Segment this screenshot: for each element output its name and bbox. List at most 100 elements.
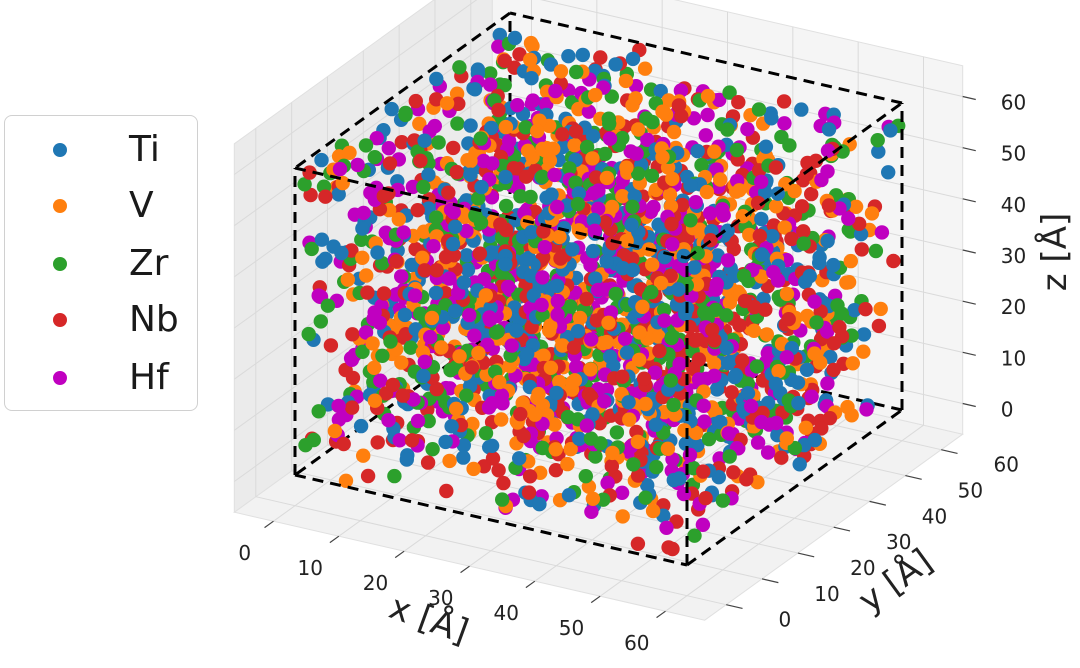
atom-point-v [645, 257, 660, 272]
atom-point-v [536, 348, 551, 363]
atom-point-ti [512, 451, 527, 466]
atom-point-hf [647, 365, 663, 380]
atom-point-zr [498, 198, 514, 214]
atom-point-nb [449, 164, 464, 180]
atom-point-hf [548, 83, 563, 99]
atom-point-ti [438, 434, 453, 450]
atom-point-ti [571, 186, 586, 201]
atom-point-ti [608, 57, 623, 72]
atom-point-ti [585, 243, 601, 259]
atom-point-hf [482, 310, 497, 325]
y-tick-label: 50 [958, 479, 983, 503]
legend-item-nb: Nb [5, 300, 195, 340]
atom-point-v [750, 475, 765, 490]
atom-point-nb [605, 236, 620, 251]
atom-point-hf [550, 199, 565, 215]
atom-point-ti [625, 51, 641, 67]
atom-point-hf [721, 426, 736, 441]
legend-label-nb: Nb [129, 299, 179, 340]
atom-point-nb [747, 299, 762, 315]
x-tick-mark [460, 565, 470, 574]
atom-point-hf [702, 206, 718, 221]
atom-point-nb [410, 203, 425, 218]
atom-point-nb [732, 318, 747, 333]
atom-point-hf [591, 282, 606, 298]
atom-point-hf [381, 413, 396, 428]
atom-point-hf [682, 447, 698, 463]
atom-point-v [498, 119, 514, 135]
atom-point-ti [523, 268, 539, 283]
atom-point-hf [369, 131, 384, 146]
atom-point-zr [403, 340, 418, 355]
atom-point-ti [883, 123, 898, 138]
atom-point-v [638, 396, 653, 412]
atom-point-v [856, 344, 871, 359]
atom-point-nb [336, 436, 351, 452]
y-tick-label: 20 [850, 556, 875, 580]
atom-point-v [530, 123, 545, 139]
x-tick-mark [394, 550, 405, 559]
atom-point-nb [724, 385, 739, 400]
atom-point-nb [886, 253, 901, 269]
atom-point-ti [404, 257, 419, 273]
atom-point-nb [739, 472, 754, 487]
atom-point-ti [353, 418, 369, 434]
atom-point-nb [750, 195, 766, 211]
atom-point-ti [653, 83, 668, 99]
atom-point-nb [766, 218, 782, 233]
atom-point-nb [814, 421, 829, 436]
y-tick-label: 0 [779, 608, 792, 632]
atom-point-v [424, 310, 440, 326]
atom-point-zr [666, 397, 681, 413]
atom-point-hf [720, 253, 736, 268]
atom-point-nb [664, 216, 679, 232]
atom-point-nb [854, 242, 869, 257]
atom-point-nb [794, 199, 810, 214]
atom-point-ti [448, 219, 463, 234]
atom-point-ti [428, 285, 444, 301]
atom-point-v [412, 116, 427, 131]
atom-point-v [779, 431, 794, 446]
atom-point-v [391, 212, 406, 227]
atom-point-ti [498, 257, 513, 272]
atom-point-hf [500, 279, 516, 295]
y-tick-label: 60 [994, 453, 1019, 477]
atom-point-hf [744, 398, 759, 414]
atom-point-zr [687, 528, 702, 543]
atom-point-zr [459, 388, 474, 403]
atom-point-v [768, 199, 784, 214]
atom-point-ti [585, 128, 601, 144]
atom-point-v [452, 349, 467, 364]
atom-point-zr [569, 64, 584, 80]
atom-point-ti [648, 417, 663, 432]
atom-point-ti [740, 386, 756, 401]
atom-point-v [523, 52, 538, 67]
atom-point-zr [497, 78, 512, 93]
y-tick-mark [869, 500, 887, 506]
atom-point-nb [395, 388, 410, 403]
atom-point-zr [715, 493, 731, 508]
x-tick-mark [656, 610, 666, 619]
x-tick-label: 30 [428, 586, 453, 610]
bounding-box-edge [294, 473, 688, 567]
z-tick-label: 20 [1001, 295, 1026, 319]
atom-point-nb [536, 224, 551, 239]
atom-point-nb [758, 302, 773, 317]
atom-point-nb [493, 217, 508, 232]
atom-point-hf [344, 352, 360, 367]
atom-point-nb [370, 435, 385, 450]
atom-point-zr [375, 348, 390, 363]
atom-point-zr [535, 169, 550, 184]
atom-point-v [415, 250, 430, 265]
atom-point-nb [360, 285, 375, 300]
atom-point-hf [537, 240, 552, 255]
atom-point-v [585, 491, 601, 506]
atom-point-nb [417, 263, 432, 278]
atom-point-hf [659, 520, 674, 535]
atom-point-v [618, 73, 634, 89]
atom-point-nb [630, 468, 646, 483]
atom-point-nb [604, 459, 619, 474]
atom-point-v [666, 124, 682, 140]
atom-point-v [632, 325, 647, 340]
atom-point-nb [429, 92, 444, 107]
